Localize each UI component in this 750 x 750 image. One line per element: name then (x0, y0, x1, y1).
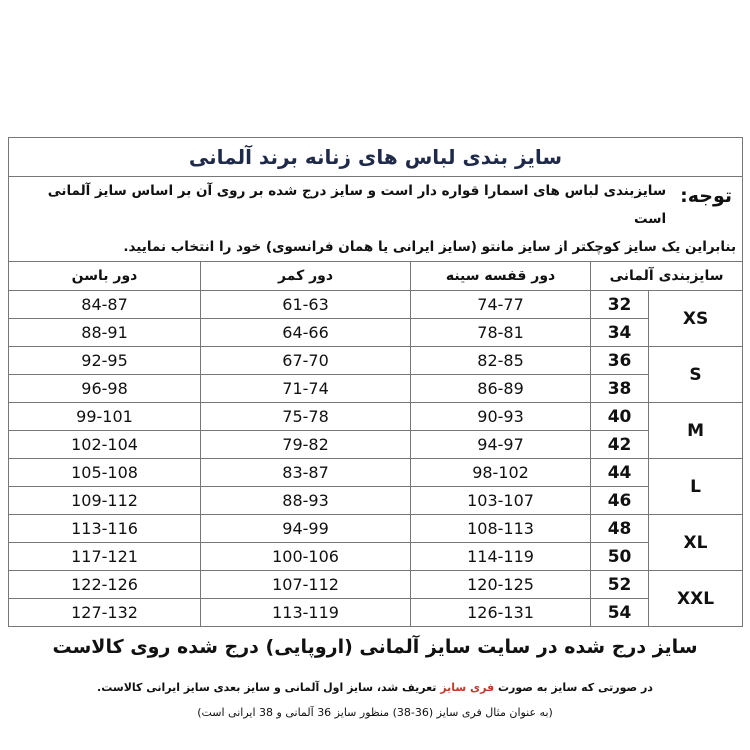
table-row: 38 86-89 71-74 96-98 (7, 374, 743, 403)
hip-cell: 105-108 (7, 458, 202, 487)
hip-cell: 88-91 (7, 318, 202, 347)
table-row: 42 94-97 79-82 102-104 (7, 430, 743, 459)
waist-cell: 71-74 (200, 374, 412, 403)
bust-cell: 126-131 (410, 598, 592, 627)
table-row: M 40 90-93 75-78 99-101 (7, 402, 744, 459)
waist-cell: 79-82 (200, 430, 412, 459)
hip-cell: 99-101 (7, 402, 202, 431)
footer-example: (به عنوان مثال فری سایز (36-38) منظور سا… (197, 706, 553, 719)
waist-cell: 64-66 (200, 318, 412, 347)
german-size: 48 (590, 514, 650, 543)
hip-cell: 84-87 (7, 290, 202, 319)
size-letter: M (648, 402, 744, 459)
german-size: 36 (590, 346, 650, 375)
bust-cell: 78-81 (410, 318, 592, 347)
notice-line-1: سایزبندی لباس های اسمارا قواره دار است و… (47, 183, 667, 227)
free-size-highlight: فری سایز (440, 681, 495, 694)
bust-cell: 94-97 (410, 430, 592, 459)
hip-cell: 102-104 (7, 430, 202, 459)
waist-cell: 61-63 (200, 290, 412, 319)
german-size: 54 (590, 598, 650, 627)
hip-cell: 109-112 (7, 486, 202, 515)
footer-headline: سایز درج شده در سایت سایز آلمانی (اروپای… (52, 636, 698, 658)
waist-cell: 100-106 (200, 542, 412, 571)
notice-line-2: بنابراین یک سایز کوچکتر از سایز مانتو (س… (123, 239, 737, 255)
footer-note: در صورتی که سایز به صورت فری سایز تعریف … (0, 681, 750, 694)
size-letter: L (648, 458, 744, 515)
hip-cell: 122-126 (7, 570, 202, 599)
header-german: سایزبندی آلمانی (590, 261, 744, 291)
bust-cell: 98-102 (410, 458, 592, 487)
waist-cell: 83-87 (200, 458, 412, 487)
german-size: 40 (590, 402, 650, 431)
hip-cell: 117-121 (7, 542, 202, 571)
size-letter: XS (648, 290, 744, 347)
hip-cell: 113-116 (7, 514, 202, 543)
table-row: XS 32 74-77 61-63 84-87 (7, 290, 744, 347)
waist-cell: 107-112 (200, 570, 412, 599)
bust-cell: 90-93 (410, 402, 592, 431)
bust-cell: 108-113 (410, 514, 592, 543)
size-letter: S (648, 346, 744, 403)
bust-cell: 120-125 (410, 570, 592, 599)
bust-cell: 103-107 (410, 486, 592, 515)
waist-cell: 113-119 (200, 598, 412, 627)
german-size: 50 (590, 542, 650, 571)
header-row: سایزبندی آلمانی دور قفسه سینه دور کمر دو… (7, 261, 744, 291)
german-size: 38 (590, 374, 650, 403)
table-row: 54 126-131 113-119 127-132 (7, 598, 743, 627)
header-waist: دور کمر (200, 261, 412, 291)
waist-cell: 88-93 (200, 486, 412, 515)
header-hip: دور باسن (7, 261, 202, 291)
german-size: 46 (590, 486, 650, 515)
table-row: L 44 98-102 83-87 105-108 (7, 458, 744, 515)
table-title: سایز بندی لباس های زنانه برند آلمانی (7, 137, 744, 177)
german-size: 32 (590, 290, 650, 319)
table-row: 46 103-107 88-93 109-112 (7, 486, 743, 515)
hip-cell: 127-132 (7, 598, 202, 627)
size-letter: XXL (648, 570, 744, 627)
note-text: در صورتی که سایز به صورت (494, 681, 653, 694)
bust-cell: 82-85 (410, 346, 592, 375)
german-size: 34 (590, 318, 650, 347)
header-bust: دور قفسه سینه (410, 261, 592, 291)
notice-label: توجه: (680, 185, 733, 207)
bust-cell: 86-89 (410, 374, 592, 403)
table-row: 34 78-81 64-66 88-91 (7, 318, 743, 347)
table-row: 50 114-119 100-106 117-121 (7, 542, 743, 571)
bust-cell: 74-77 (410, 290, 592, 319)
size-letter: XL (648, 514, 744, 571)
note-text: تعریف شد، سایز اول آلمانی و سایز بعدی سا… (97, 681, 441, 694)
size-chart-table: سایز بندی لباس های زنانه برند آلمانی توج… (7, 137, 744, 627)
waist-cell: 67-70 (200, 346, 412, 375)
german-size: 52 (590, 570, 650, 599)
german-size: 42 (590, 430, 650, 459)
hip-cell: 92-95 (7, 346, 202, 375)
german-size: 44 (590, 458, 650, 487)
waist-cell: 75-78 (200, 402, 412, 431)
waist-cell: 94-99 (200, 514, 412, 543)
table-row: S 36 82-85 67-70 92-95 (7, 346, 744, 403)
notice: توجه: سایزبندی لباس های اسمارا قواره دار… (7, 176, 744, 262)
table-row: XL 48 108-113 94-99 113-116 (7, 514, 744, 571)
hip-cell: 96-98 (7, 374, 202, 403)
table-row: XXL 52 120-125 107-112 122-126 (7, 570, 744, 627)
bust-cell: 114-119 (410, 542, 592, 571)
